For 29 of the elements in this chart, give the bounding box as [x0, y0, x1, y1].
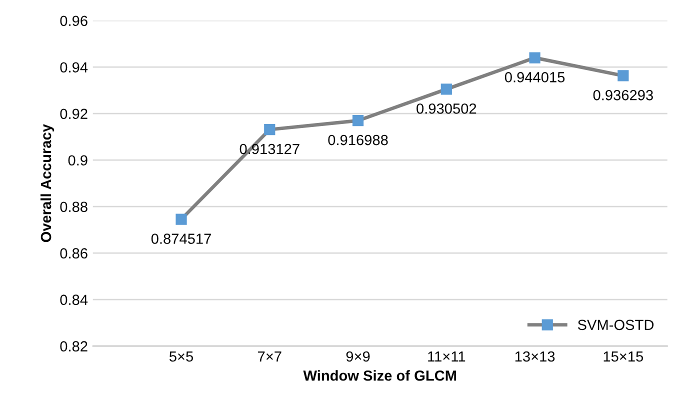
- point: [529, 52, 540, 64]
- point: [618, 70, 629, 82]
- y-tick-label: 0.88: [60, 202, 88, 212]
- data-label: 0.916988: [328, 134, 388, 146]
- y-tick-label: 0.9: [68, 155, 88, 166]
- x-tick-label: 15×15: [604, 351, 644, 362]
- data-label: 0.944015: [504, 72, 565, 82]
- legend-label: SVM-OSTD: [578, 320, 654, 330]
- y-tick-label: 0.92: [60, 108, 88, 120]
- y-tick-label: 0.82: [60, 341, 88, 352]
- data-label: 0.930502: [416, 103, 476, 114]
- y-tick-label: 0.96: [60, 16, 88, 26]
- x-tick-label: 5×5: [169, 351, 194, 362]
- point: [176, 214, 187, 225]
- data-label: 0.913127: [240, 144, 300, 154]
- x-axis-title: Window Size of GLCM: [303, 370, 456, 381]
- y-axis-title: Overall Accuracy: [40, 124, 54, 242]
- x-tick-label: 9×9: [346, 351, 370, 362]
- x-tick-label: 11×11: [428, 351, 466, 362]
- point: [352, 115, 364, 126]
- x-tick-label: 13×13: [515, 351, 555, 362]
- y-tick-label: 0.94: [60, 62, 88, 73]
- point: [440, 84, 452, 95]
- point: [264, 124, 276, 136]
- y-tick-label: 0.84: [60, 294, 88, 306]
- x-tick-label: 7×7: [258, 351, 282, 362]
- data-label: 0.936293: [593, 90, 653, 100]
- y-tick-label: 0.86: [60, 248, 88, 259]
- data-label: 0.874517: [151, 234, 211, 244]
